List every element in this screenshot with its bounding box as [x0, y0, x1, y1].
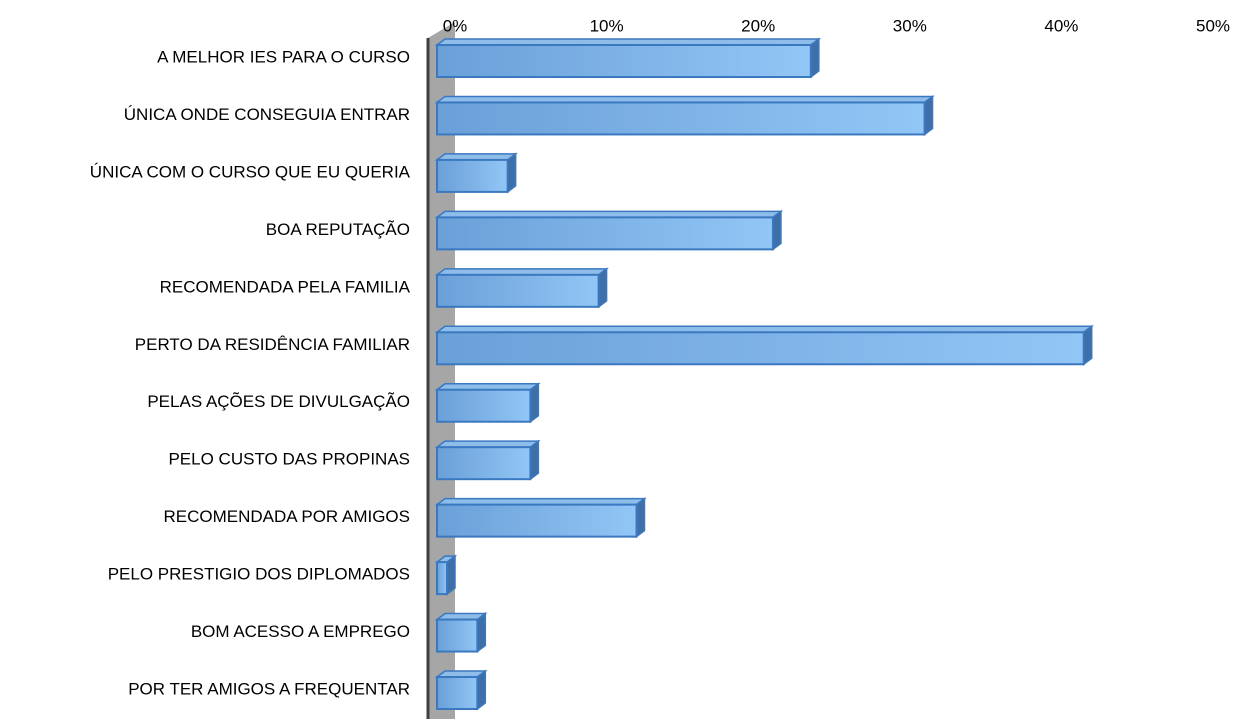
bar: [434, 152, 518, 194]
bar-side: [1082, 324, 1093, 366]
bar-front: [436, 158, 509, 193]
y-tick-label: PELO CUSTO DAS PROPINAS: [168, 450, 410, 469]
bar: [434, 324, 1094, 366]
bar-front: [436, 216, 774, 251]
bar: [434, 94, 935, 136]
y-tick-label: PERTO DA RESIDÊNCIA FAMILIAR: [135, 335, 410, 354]
x-tick-label: 0%: [443, 16, 468, 35]
bar: [434, 37, 822, 79]
bar-side: [476, 612, 487, 654]
y-tick-label: RECOMENDADA POR AMIGOS: [163, 507, 410, 526]
bar-front: [436, 503, 638, 538]
bar: [434, 267, 609, 309]
axis-wall: [428, 22, 455, 719]
x-tick-label: 30%: [893, 16, 927, 35]
x-tick-label: 20%: [741, 16, 775, 35]
y-tick-label: A MELHOR IES PARA O CURSO: [157, 47, 410, 66]
x-tick-label: 40%: [1044, 16, 1078, 35]
y-tick-label: RECOMENDADA PELA FAMILIA: [160, 277, 411, 296]
y-tick-label: POR TER AMIGOS A FREQUENTAR: [128, 679, 410, 698]
bar: [434, 554, 458, 596]
bar-front: [436, 101, 926, 136]
bars: [434, 37, 1094, 711]
bar-side: [529, 439, 540, 481]
y-tick-label: BOM ACESSO A EMPREGO: [191, 622, 410, 641]
bar-front: [436, 676, 479, 710]
bar-side: [506, 152, 517, 194]
bar-side: [446, 554, 456, 596]
bar: [434, 612, 488, 654]
bar: [434, 497, 647, 539]
bar-front: [436, 273, 600, 308]
y-tick-label: PELAS AÇÕES DE DIVULGAÇÃO: [147, 392, 410, 411]
bar-front: [436, 331, 1085, 366]
y-tick-label: BOA REPUTAÇÃO: [266, 220, 410, 239]
bar-front: [436, 44, 812, 78]
bar-side: [529, 382, 540, 424]
bar: [434, 382, 541, 424]
x-tick-label: 10%: [590, 16, 624, 35]
bar-side: [635, 497, 646, 539]
bar-front: [436, 618, 479, 653]
bar-side: [810, 37, 820, 79]
bar-side: [476, 669, 487, 711]
y-tick-label: PELO PRESTIGIO DOS DIPLOMADOS: [108, 565, 410, 584]
bar-front: [436, 561, 448, 596]
bar-side: [772, 209, 782, 251]
x-tick-label: 50%: [1196, 16, 1230, 35]
bar-front: [436, 388, 532, 423]
bar-front: [436, 446, 532, 481]
bar: [434, 669, 488, 711]
bar-side: [597, 267, 608, 309]
bar: [434, 439, 541, 481]
y-tick-label: ÚNICA ONDE CONSEGUIA ENTRAR: [124, 105, 410, 124]
bar-side: [923, 94, 934, 136]
y-tick-label: ÚNICA COM O CURSO QUE EU QUERIA: [90, 162, 411, 181]
bar: [434, 209, 784, 251]
